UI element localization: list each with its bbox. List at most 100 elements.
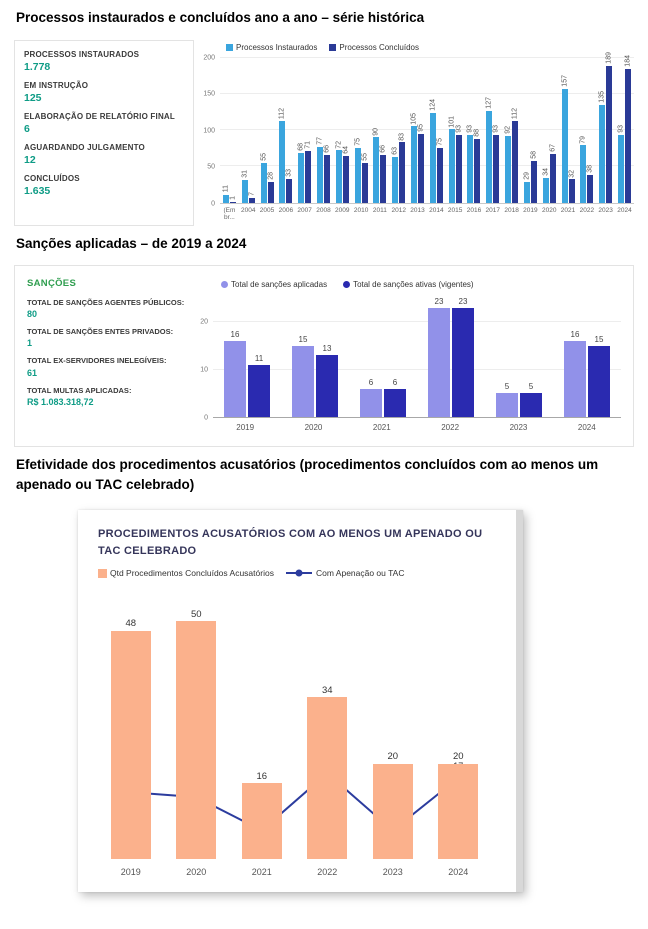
bar-series1[interactable]: 15 (292, 335, 314, 418)
bar-value-label: 20 (452, 751, 464, 763)
bar-series2[interactable]: 6 (384, 378, 406, 418)
bar-series1[interactable]: 16 (564, 330, 586, 418)
bar-series2[interactable]: 88 (474, 129, 481, 203)
bar-series2[interactable]: 75 (436, 138, 443, 203)
bar-series1[interactable]: 105 (411, 113, 418, 203)
bar-series1[interactable]: 135 (599, 91, 606, 203)
bar-series1[interactable]: 16 (241, 772, 282, 860)
bar-series1[interactable]: 34 (542, 168, 549, 203)
bar-value-label: 28 (267, 172, 275, 181)
x-axis-label: 2011 (372, 206, 387, 214)
bar-series2[interactable]: 66 (380, 145, 387, 203)
bar-group: 79 38 (580, 58, 594, 203)
bar-series1[interactable]: 20 (438, 752, 479, 860)
bar-series1[interactable]: 68 (298, 143, 305, 203)
legend-item-concluidos[interactable]: Processos Concluídos (329, 43, 419, 52)
bar-series1[interactable]: 48 (110, 619, 151, 860)
scrollbar-strip[interactable] (516, 510, 523, 893)
bar-series2[interactable]: 32 (568, 170, 575, 203)
bar-series2[interactable]: 15 (588, 335, 610, 418)
bar-series1[interactable]: 55 (260, 153, 267, 203)
bar-series1[interactable]: 5 (496, 383, 518, 418)
bar-series1[interactable]: 72 (335, 141, 342, 203)
bar-series1[interactable]: 127 (486, 97, 493, 203)
bar-series2[interactable]: 112 (512, 108, 519, 203)
chart2-legend: Total de sanções aplicadas Total de sanç… (221, 278, 621, 290)
legend-label: Processos Concluídos (339, 43, 419, 53)
bar-series1[interactable]: 50 (176, 610, 217, 860)
bar-series1[interactable]: 124 (429, 99, 436, 203)
bar-series1[interactable]: 16 (224, 330, 246, 418)
legend-label: Total de sanções aplicadas (231, 279, 328, 289)
bar-series1[interactable]: 157 (561, 75, 568, 203)
bar-series2[interactable]: 23 (452, 297, 474, 418)
legend-item-aplicadas[interactable]: Total de sanções aplicadas (221, 280, 327, 289)
bar-group: 157 32 (561, 58, 575, 203)
bar-series2[interactable]: 33 (286, 169, 293, 203)
x-axis-label: 2016 (466, 206, 482, 214)
bar-series2[interactable]: 71 (305, 141, 312, 203)
bar-series1[interactable]: 77 (316, 137, 323, 203)
chart3-legend: Qtd Procedimentos Concluídos Acusatórios… (98, 567, 497, 579)
bar-series2[interactable]: 13 (316, 345, 338, 418)
bar-series1[interactable]: 93 (617, 125, 624, 203)
bar-series2[interactable]: 93 (493, 125, 500, 203)
bar-series2[interactable]: 38 (587, 165, 594, 203)
y-axis-label: 0 (211, 200, 215, 208)
bar-value-label: 5 (528, 382, 534, 392)
bar-series1[interactable]: 31 (241, 170, 248, 203)
bar-series1[interactable]: 79 (580, 136, 587, 203)
legend-item-apenacao-tac[interactable]: Com Apenação ou TAC (274, 568, 404, 578)
bar-value-label: 33 (285, 168, 293, 177)
chart2-plot: 16 11 15 13 6 6 23 23 5 5 16 15 (213, 297, 621, 419)
bar-value-label: 157 (561, 75, 569, 87)
bar-series1[interactable]: 29 (523, 172, 530, 203)
bar-series2[interactable]: 11 (248, 354, 270, 418)
bar-value-label: 189 (605, 51, 613, 64)
bar-series1[interactable]: 75 (354, 138, 361, 203)
bar-series2[interactable]: 66 (323, 145, 330, 203)
bar-series2[interactable]: 64 (342, 146, 349, 203)
bar-series1[interactable]: 23 (428, 297, 450, 418)
bar-series1[interactable]: 63 (392, 147, 399, 203)
legend-item-ativas[interactable]: Total de sanções ativas (vigentes) (343, 280, 474, 289)
x-axis-label: 2006 (278, 206, 294, 214)
bar-series2[interactable]: 67 (549, 144, 556, 203)
bar-series1[interactable]: 34 (307, 686, 348, 860)
bar-series2[interactable]: 28 (267, 172, 274, 203)
stat-label: CONCLUÍDOS (24, 173, 80, 183)
bar-value-label: 15 (298, 334, 308, 344)
bar-value-label: 32 (568, 169, 576, 178)
bar-series2[interactable]: 58 (530, 151, 537, 203)
bar-group: 34 67 (542, 58, 556, 203)
bar-series2[interactable]: 93 (455, 125, 462, 203)
bar-series2[interactable]: 83 (399, 133, 406, 203)
bar-value-label: 95 (417, 123, 425, 132)
legend-item-qtd-procedimentos[interactable]: Qtd Procedimentos Concluídos Acusatórios (98, 568, 274, 578)
gridline (213, 368, 621, 370)
bar-series1[interactable]: 20 (372, 752, 413, 860)
bar-series1[interactable]: 93 (467, 125, 474, 203)
bar-series1[interactable]: 112 (279, 108, 286, 203)
bar-series1[interactable]: 92 (505, 126, 512, 203)
x-axis-label: 2023 (509, 423, 528, 433)
bar-series1[interactable]: 101 (448, 116, 455, 203)
bar-value-label: 34 (542, 168, 550, 176)
bar-series1[interactable]: 90 (373, 128, 380, 203)
stat-item-aguardando-julgamento: AGUARDANDO JULGAMENTO 12 (24, 143, 187, 166)
stats-panel-sancoes: SANÇÕES TOTAL DE SANÇÕES AGENTES PÚBLICO… (27, 278, 185, 436)
stat-label: ELABORAÇÃO DE RELATÓRIO FINAL (24, 111, 175, 121)
stat-value: 61 (27, 367, 38, 378)
bar-series2[interactable]: 55 (361, 153, 368, 203)
bar-series2[interactable]: 95 (418, 124, 425, 203)
x-axis-label: 2010 (353, 206, 369, 214)
bar-series2[interactable]: 7 (248, 192, 255, 203)
bar-series2[interactable]: 5 (520, 383, 542, 418)
bar-series1[interactable]: 6 (360, 378, 382, 418)
bar-series2[interactable]: 184 (624, 55, 631, 203)
bar-series2[interactable]: 189 (606, 52, 613, 203)
legend-item-instaurados[interactable]: Processos Instaurados (226, 43, 317, 52)
bar-series1[interactable]: 11 (222, 185, 229, 203)
bar-series2[interactable]: 1 (229, 196, 236, 203)
